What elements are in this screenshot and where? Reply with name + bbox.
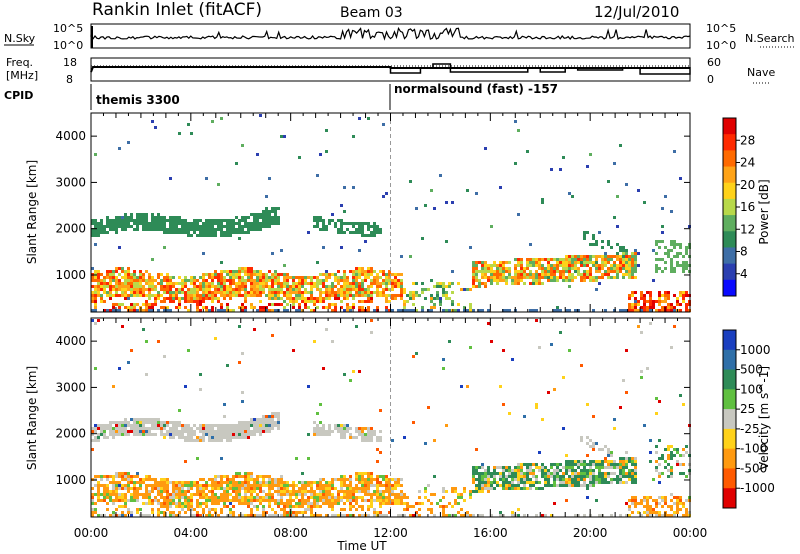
- power-colorbar-swatch: [723, 279, 736, 297]
- power-colorbar-tick-label: 16: [740, 200, 755, 214]
- time-tick-label: 16:00: [473, 526, 508, 540]
- velocity-colorbar-swatch: [723, 389, 736, 410]
- noise-right-tick-bottom: 10^0: [706, 39, 736, 52]
- freq-step: [539, 67, 566, 73]
- freq-step: [639, 67, 691, 75]
- noise-line: [90, 26, 691, 41]
- noise-panel-frame: [90, 23, 691, 49]
- velocity-colorbar-swatch: [723, 448, 736, 469]
- power-ytick-label: 2000: [55, 222, 86, 236]
- velocity-colorbar-swatch: [723, 468, 736, 489]
- velocity-colorbar-tick-label: 25: [740, 402, 755, 416]
- velocity-colorbar-tick-label: -1000: [740, 481, 775, 495]
- velocity-axes: 1000 2000 3000 4000: [55, 318, 691, 517]
- velocity-colorbar-tick-label: 100: [740, 382, 763, 396]
- power-colorbar-tick-label: 28: [740, 133, 755, 147]
- freq-left-tick-bottom: 8: [66, 73, 73, 86]
- time-tick-label: 08:00: [273, 526, 308, 540]
- beam-title: Beam 03: [340, 5, 403, 21]
- cpid-segment-1: normalsound (fast) -157: [394, 82, 558, 96]
- freq-step: [449, 67, 529, 73]
- power-ytick-label: 3000: [55, 175, 86, 189]
- time-tick-label: 00:00: [74, 526, 109, 540]
- power-colorbar-label: Power [dB]: [757, 179, 771, 244]
- velocity-colorbar-label: Velocity [m s^-1]: [757, 366, 771, 470]
- power-colorbar-tick-label: 12: [740, 222, 755, 236]
- nsky-label: N.Sky: [4, 32, 36, 45]
- velocity-colorbar-swatch: [723, 488, 736, 509]
- power-colorbar-swatch: [723, 198, 736, 216]
- power-colorbar-swatch: [723, 231, 736, 248]
- power-colorbar-swatch: [723, 263, 736, 281]
- velocity-colorbar-tick-label: -100: [740, 442, 767, 456]
- power-colorbar-tick-label: 8: [740, 245, 748, 259]
- velocity-colorbar-tick-label: -25: [740, 422, 760, 436]
- freq-step: [576, 67, 624, 71]
- power-colorbar-swatch: [723, 118, 736, 135]
- nsearch-label: N.Search: [745, 32, 795, 45]
- x-axis-title: Time UT: [336, 539, 387, 553]
- cpid-segment-0: themis 3300: [96, 93, 180, 107]
- power-colorbar-swatch: [723, 166, 736, 184]
- velocity-ytick-label: 3000: [55, 380, 86, 394]
- time-tick-label: 20:00: [573, 526, 608, 540]
- velocity-colorbar-swatch: [723, 409, 736, 430]
- power-colorbar-swatch: [723, 134, 736, 151]
- time-tick-label: 12:00: [373, 526, 408, 540]
- time-tick-label: 00:00: [673, 526, 708, 540]
- velocity-heatmap-cells: [91, 318, 691, 517]
- time-axis-labels: 00:00 04:00 08:00 12:00 16:00 20:00 00:00: [74, 526, 708, 540]
- station-title: Rankin Inlet (fitACF): [92, 0, 262, 20]
- freq-unit: [MHz]: [6, 69, 38, 82]
- power-ylabel: Slant Range [km]: [25, 160, 39, 264]
- velocity-colorbar-tick-label: 1000: [740, 343, 771, 357]
- noise-right-tick-top: 10^5: [706, 22, 736, 35]
- velocity-colorbar: 1000 500 100 25 -25 -100 -500 -1000: [722, 329, 775, 509]
- power-axes: 1000 2000 3000 4000: [55, 113, 691, 312]
- freq-label: Freq.: [6, 56, 33, 69]
- freq-right-tick-bottom: 0: [707, 73, 714, 86]
- velocity-colorbar-swatch: [723, 369, 736, 390]
- velocity-colorbar-tick-label: -500: [740, 461, 767, 475]
- noise-left-tick-bottom: 10^0: [53, 39, 83, 52]
- velocity-ytick-label: 1000: [55, 473, 86, 487]
- velocity-ylabel: Slant Range [km]: [25, 366, 39, 470]
- power-colorbar-swatch: [723, 182, 736, 200]
- noise-left-tick-top: 10^5: [53, 22, 83, 35]
- time-tick-label: 04:00: [174, 526, 209, 540]
- power-colorbar: 4 8 12 16 20 24 28: [722, 117, 755, 297]
- cpid-label: CPID: [4, 89, 33, 102]
- date-title: 12/Jul/2010: [594, 3, 679, 21]
- power-ytick-label: 4000: [55, 129, 86, 143]
- freq-step: [389, 67, 422, 74]
- velocity-colorbar-frame: [722, 329, 737, 509]
- power-colorbar-swatch: [723, 247, 736, 265]
- velocity-colorbar-tick-label: 500: [740, 363, 763, 377]
- freq-right-tick-top: 60: [707, 56, 721, 69]
- noise-trace: [90, 26, 691, 48]
- velocity-colorbar-swatch: [723, 349, 736, 371]
- power-colorbar-swatch: [723, 215, 736, 232]
- freq-left-tick-top: 18: [63, 56, 77, 69]
- power-heatmap-cells: [91, 113, 691, 312]
- velocity-ytick-label: 2000: [55, 427, 86, 441]
- velocity-colorbar-swatch: [723, 428, 736, 450]
- power-colorbar-tick-label: 20: [740, 178, 755, 192]
- nave-label: Nave: [747, 66, 775, 79]
- velocity-ytick-label: 4000: [55, 334, 86, 348]
- power-colorbar-tick-label: 4: [740, 267, 748, 281]
- power-ytick-label: 1000: [55, 268, 86, 282]
- freq-trace: [90, 63, 691, 75]
- freq-step: [432, 63, 452, 67]
- power-colorbar-tick-label: 24: [740, 156, 755, 170]
- power-colorbar-swatch: [723, 150, 736, 168]
- velocity-colorbar-swatch: [723, 330, 736, 351]
